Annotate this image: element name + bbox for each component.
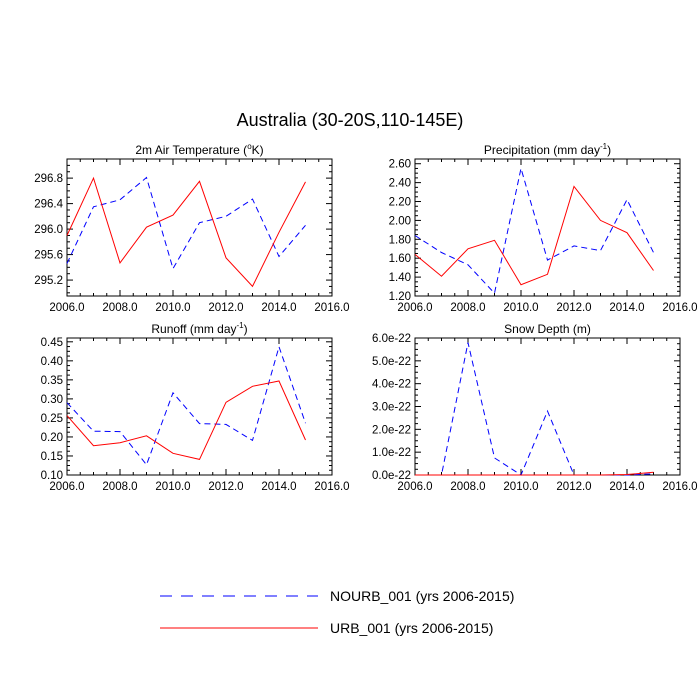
y-tick-label: 0.15 bbox=[41, 451, 63, 463]
y-tick-label: 0.20 bbox=[41, 432, 63, 444]
panel-title: Runoff (mm day-1) bbox=[151, 321, 247, 336]
x-tick-label: 2010.0 bbox=[155, 302, 190, 314]
y-tick-label: 2.20 bbox=[389, 197, 411, 209]
panel-3: Runoff (mm day-1) 2006.0 2008.0 2010.0 2012.… bbox=[41, 321, 350, 493]
series-line-urb bbox=[415, 471, 654, 476]
y-tick-label: 5.0e-22 bbox=[372, 356, 411, 368]
series-line-urb bbox=[66, 176, 306, 288]
x-tick-label: 2006.0 bbox=[49, 302, 84, 314]
y-tick-label: 296.0 bbox=[34, 224, 63, 236]
x-tick-label: 2012.0 bbox=[208, 302, 243, 314]
panel-title: 2m Air Temperature (oK) bbox=[135, 142, 263, 157]
x-tick-label: 2016.0 bbox=[314, 302, 349, 314]
series-line-nourb bbox=[414, 168, 654, 295]
y-tick-label: 295.2 bbox=[34, 275, 63, 287]
y-tick-label: 0.25 bbox=[41, 413, 63, 425]
plot-frame bbox=[414, 337, 681, 476]
x-tick-label: 2008.0 bbox=[450, 481, 485, 493]
series-line-nourb bbox=[66, 176, 306, 270]
y-tick-label: 0.40 bbox=[41, 356, 63, 368]
x-tick-label: 2014.0 bbox=[609, 481, 644, 493]
y-tick-label: 3.0e-22 bbox=[372, 402, 411, 414]
y-tick-label: 1.60 bbox=[389, 253, 411, 265]
y-tick-label: 295.6 bbox=[34, 250, 63, 262]
series-line-nourb bbox=[415, 342, 654, 476]
y-tick-label: 2.00 bbox=[389, 215, 411, 227]
series-line-urb bbox=[414, 185, 654, 286]
panels: 2m Air Temperature (oK) 2006.0 2008.0 2010.… bbox=[34, 142, 697, 493]
y-tick-label: 0.45 bbox=[41, 337, 63, 349]
main-title: Australia (30-20S,110-145E) bbox=[237, 110, 464, 130]
x-tick-label: 2010.0 bbox=[503, 481, 538, 493]
x-tick-label: 2008.0 bbox=[450, 302, 485, 314]
x-tick-label: 2010.0 bbox=[503, 302, 538, 314]
x-tick-label: 2016.0 bbox=[662, 302, 697, 314]
panel-title: Snow Depth (m) bbox=[504, 322, 591, 336]
legend: NOURB_001 (yrs 2006-2015) URB_001 (yrs 20… bbox=[160, 588, 514, 636]
x-tick-label: 2012.0 bbox=[556, 302, 591, 314]
panel-1: 2m Air Temperature (oK) 2006.0 2008.0 2010.… bbox=[34, 142, 349, 314]
y-tick-label: 0.35 bbox=[41, 375, 63, 387]
x-tick-label: 2006.0 bbox=[397, 302, 432, 314]
y-tick-label: 0.30 bbox=[41, 394, 63, 406]
x-tick-label: 2008.0 bbox=[102, 481, 137, 493]
y-tick-label: 4.0e-22 bbox=[372, 379, 411, 391]
y-tick-label: 296.8 bbox=[34, 173, 63, 185]
x-tick-label: 2006.0 bbox=[49, 481, 84, 493]
x-tick-label: 2016.0 bbox=[662, 481, 697, 493]
panel-title: Precipitation (mm day-1) bbox=[484, 142, 611, 157]
panel-2: Precipitation (mm day-1) 2006.0 2008.0 2010… bbox=[389, 142, 698, 314]
x-tick-label: 2008.0 bbox=[102, 302, 137, 314]
series-line-nourb bbox=[66, 345, 306, 466]
x-tick-label: 2010.0 bbox=[155, 481, 190, 493]
y-tick-label: 2.60 bbox=[389, 159, 411, 171]
x-tick-label: 2014.0 bbox=[261, 302, 296, 314]
y-tick-label: 296.4 bbox=[34, 199, 63, 211]
y-tick-label: 6.0e-22 bbox=[372, 333, 411, 345]
y-tick-label: 1.80 bbox=[389, 234, 411, 246]
series-line-urb bbox=[66, 380, 306, 460]
x-tick-label: 2012.0 bbox=[208, 481, 243, 493]
y-tick-label: 2.0e-22 bbox=[372, 424, 411, 436]
y-tick-label: 1.0e-22 bbox=[372, 447, 411, 459]
plot-frame bbox=[414, 158, 681, 297]
y-tick-label: 0.10 bbox=[41, 470, 63, 482]
x-tick-label: 2012.0 bbox=[556, 481, 591, 493]
x-tick-label: 2014.0 bbox=[261, 481, 296, 493]
y-tick-label: 1.20 bbox=[389, 291, 411, 303]
plot-frame bbox=[66, 158, 333, 297]
legend-label: URB_001 (yrs 2006-2015) bbox=[330, 620, 493, 636]
y-tick-label: 2.40 bbox=[389, 178, 411, 190]
x-tick-label: 2016.0 bbox=[314, 481, 349, 493]
legend-label: NOURB_001 (yrs 2006-2015) bbox=[330, 588, 514, 604]
x-tick-label: 2006.0 bbox=[397, 481, 432, 493]
panel-4: Snow Depth (m) 2006.0 2008.0 2010.0 2012.0 20… bbox=[372, 322, 698, 493]
x-tick-label: 2014.0 bbox=[609, 302, 644, 314]
y-tick-label: 0.0e-22 bbox=[372, 470, 411, 482]
y-tick-label: 1.40 bbox=[389, 272, 411, 284]
plot-frame bbox=[66, 337, 333, 476]
